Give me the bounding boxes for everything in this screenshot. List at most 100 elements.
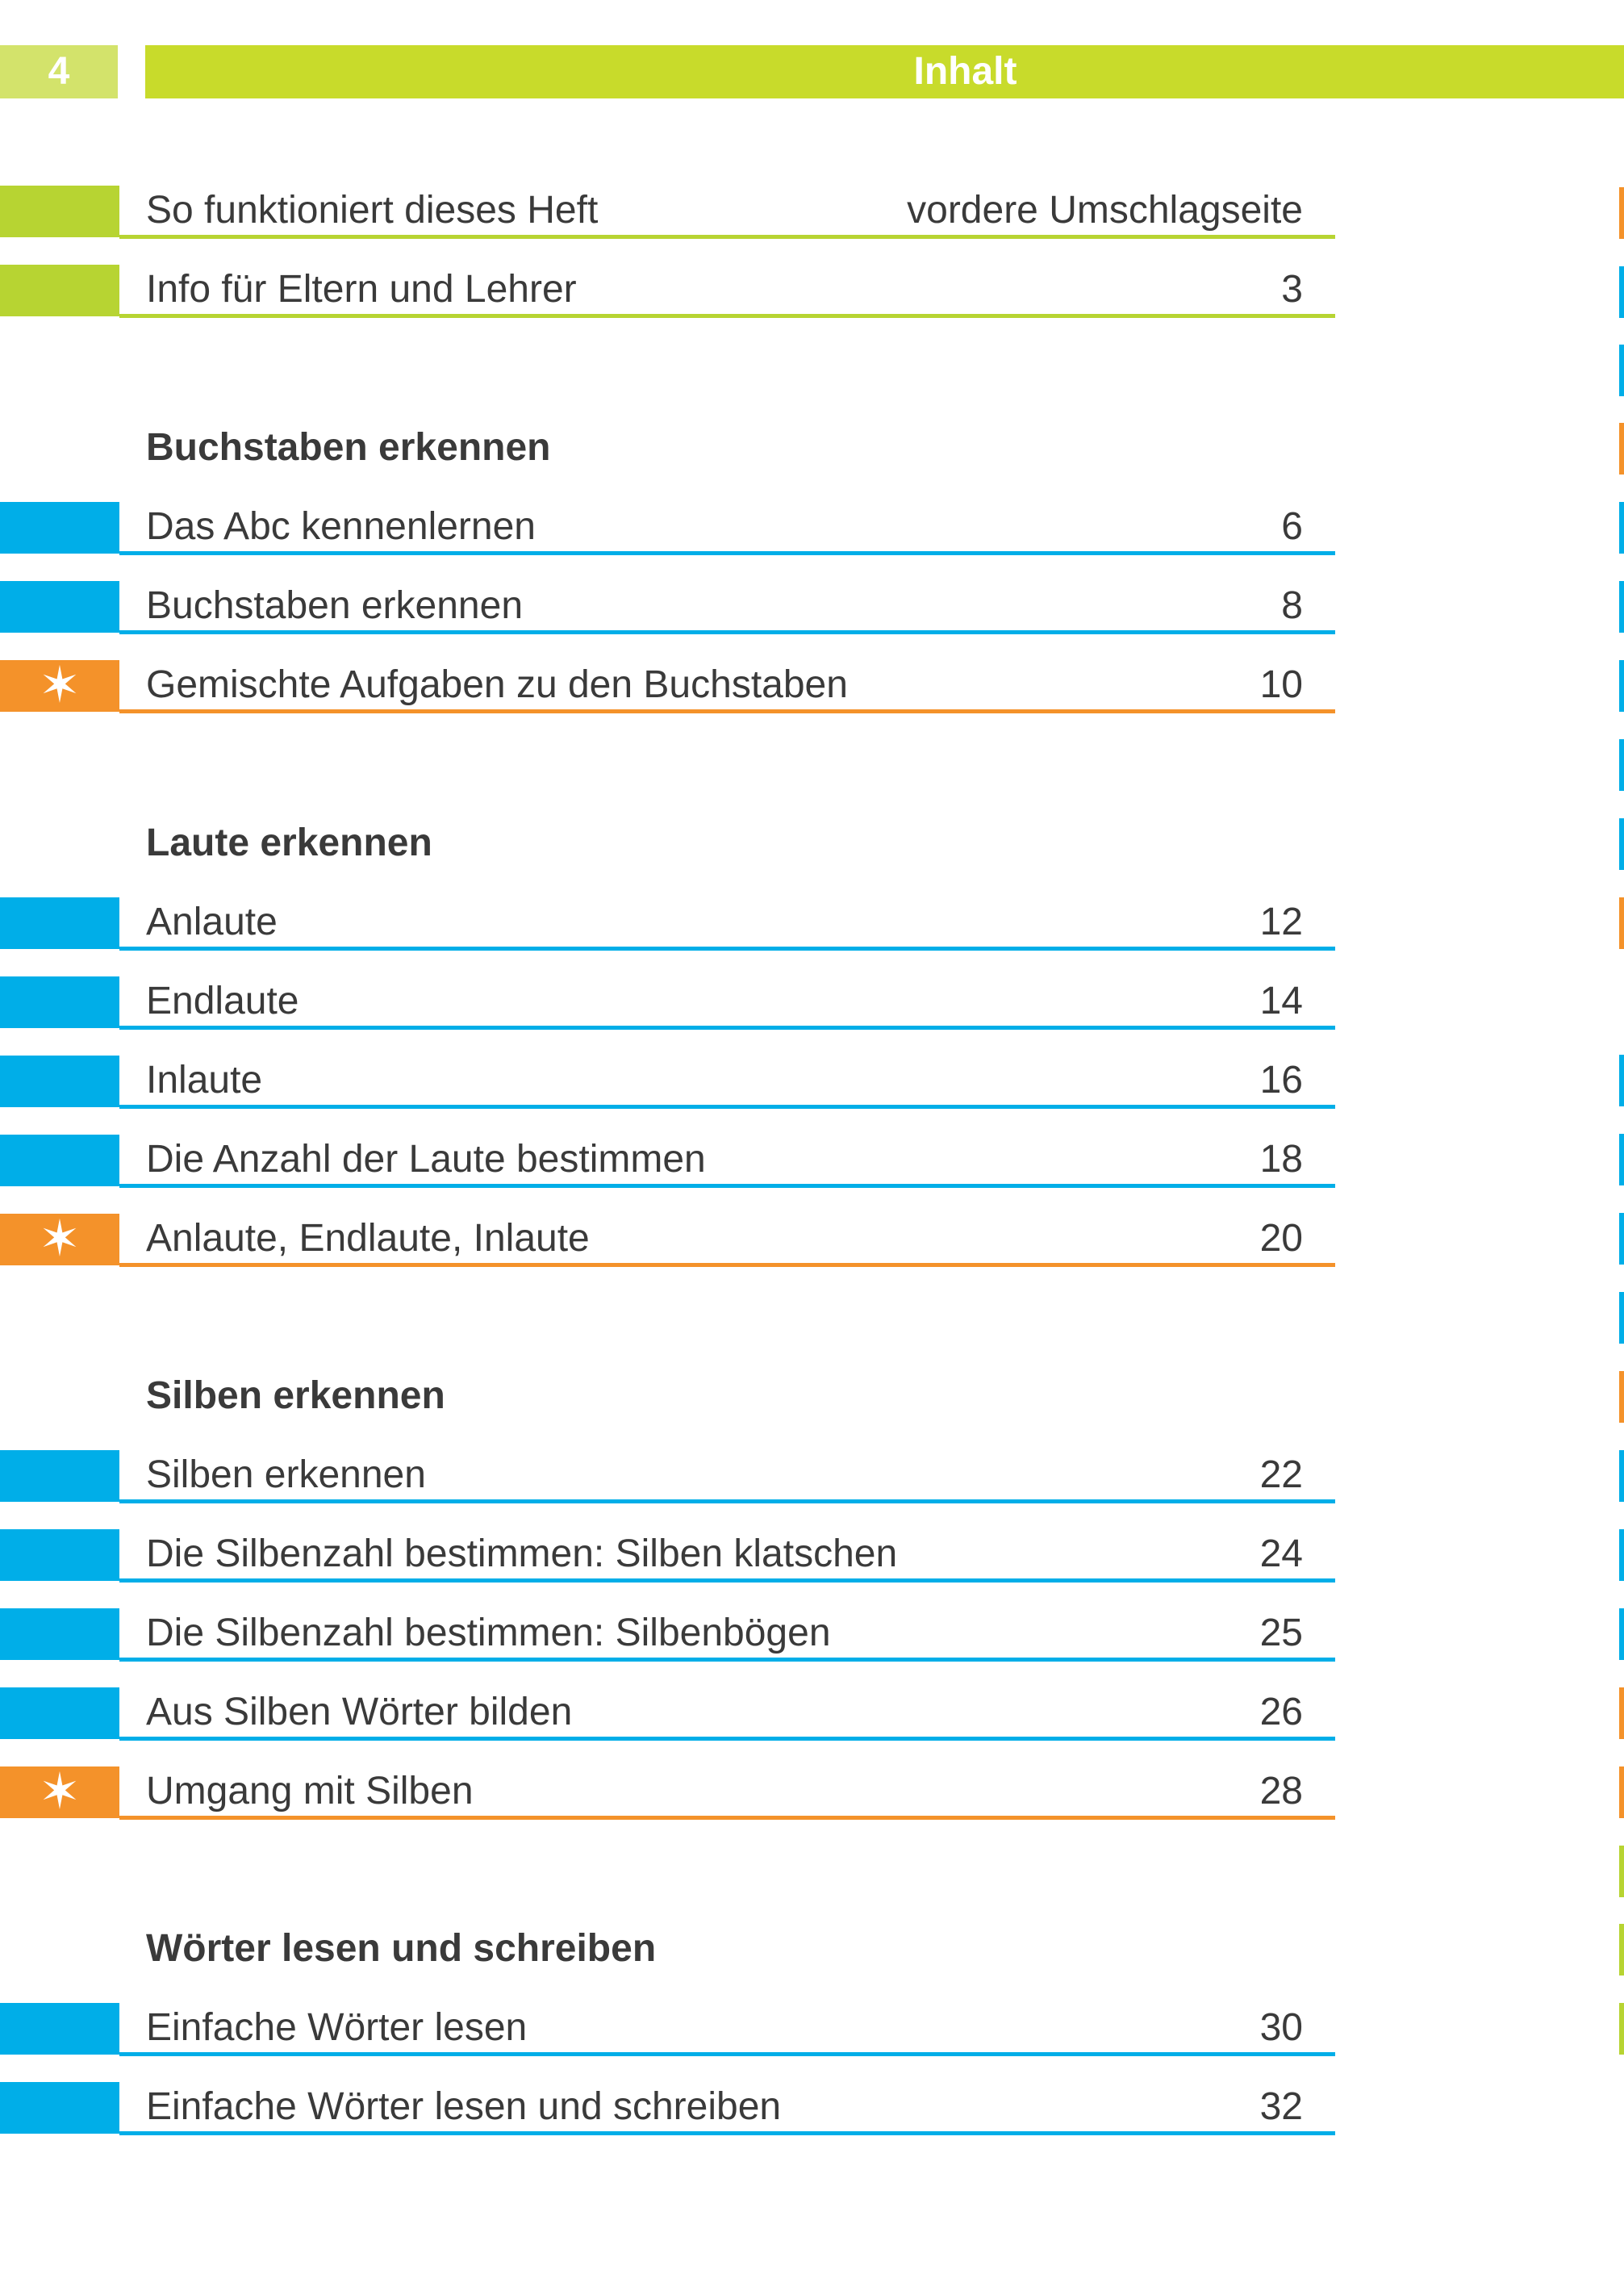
toc-entry[interactable]: Einfache Wörter lesen und schreiben 32	[0, 2082, 1335, 2135]
chapter-marker	[0, 2082, 119, 2134]
toc-entry-label: Die Silbenzahl bestimmen: Silbenbögen	[146, 1612, 831, 1654]
page-header: 4 Inhalt	[0, 45, 1624, 98]
chapter-marker	[0, 1135, 119, 1186]
edge-tab-mark	[1619, 345, 1624, 396]
toc-entry-page: 14	[1259, 980, 1303, 1022]
toc-entry-page: 18	[1259, 1138, 1303, 1181]
edge-tab-mark	[1619, 2003, 1624, 2055]
toc-entry-page: 3	[1281, 268, 1303, 311]
toc-entry[interactable]: Die Silbenzahl bestimmen: Silbenbögen 25	[0, 1608, 1335, 1662]
toc-entry[interactable]: ✶ Umgang mit Silben 28	[0, 1766, 1335, 1820]
edge-tab-mark	[1619, 1292, 1624, 1344]
underline	[119, 235, 1335, 239]
underline	[119, 1263, 1335, 1267]
chapter-marker	[0, 581, 119, 633]
toc-entry-page: 8	[1281, 584, 1303, 627]
underline	[119, 1026, 1335, 1030]
chapter-marker	[0, 976, 119, 1028]
toc-entry[interactable]: Info für Eltern und Lehrer 3	[0, 265, 1335, 318]
chapter-marker	[0, 1056, 119, 1107]
underline	[119, 1105, 1335, 1109]
toc-entry-page: 24	[1259, 1532, 1303, 1575]
star-icon: ✶	[39, 1764, 81, 1820]
edge-tab-mark	[1619, 660, 1624, 712]
edge-tab-mark	[1619, 1608, 1624, 1660]
section-heading: Wörter lesen und schreiben	[146, 1927, 657, 1970]
underline	[119, 630, 1335, 634]
toc-entry-page: 22	[1259, 1453, 1303, 1496]
toc-entry-page: 12	[1259, 901, 1303, 943]
toc-entry-label: Die Silbenzahl bestimmen: Silben klatsch…	[146, 1532, 898, 1575]
underline	[119, 1658, 1335, 1662]
toc-entry[interactable]: Einfache Wörter lesen 30	[0, 2003, 1335, 2056]
toc-entry-label: Info für Eltern und Lehrer	[146, 268, 577, 311]
chapter-marker	[0, 2003, 119, 2055]
underline	[119, 1816, 1335, 1820]
edge-tab-mark	[1619, 818, 1624, 870]
chapter-marker	[0, 1450, 119, 1502]
chapter-marker	[0, 1529, 119, 1581]
toc-entry[interactable]: ✶ Anlaute, Endlaute, Inlaute 20	[0, 1214, 1335, 1267]
toc-entry-page: 25	[1259, 1612, 1303, 1654]
toc-entry-page: 30	[1259, 2006, 1303, 2049]
edge-tab-mark	[1619, 739, 1624, 791]
toc-entry-page: vordere Umschlagseite	[907, 189, 1303, 232]
toc-entry-label: Aus Silben Wörter bilden	[146, 1691, 573, 1733]
underline	[119, 1499, 1335, 1503]
edge-tab-mark	[1619, 1371, 1624, 1423]
edge-tab-mark	[1619, 1529, 1624, 1581]
exercise-marker: ✶	[0, 1214, 119, 1265]
toc-entry-label: Anlaute	[146, 901, 278, 943]
chapter-marker	[0, 1687, 119, 1739]
toc-entry-page: 32	[1259, 2085, 1303, 2128]
toc-entry[interactable]: Endlaute 14	[0, 976, 1335, 1030]
toc-entry[interactable]: Silben erkennen 22	[0, 1450, 1335, 1503]
toc-entry[interactable]: Buchstaben erkennen 8	[0, 581, 1335, 634]
underline	[119, 551, 1335, 555]
toc-entry-page: 10	[1259, 663, 1303, 706]
underline	[119, 2052, 1335, 2056]
edge-tab-mark	[1619, 1846, 1624, 1897]
toc-entry[interactable]: Die Silbenzahl bestimmen: Silben klatsch…	[0, 1529, 1335, 1583]
toc-entry[interactable]: ✶ Gemischte Aufgaben zu den Buchstaben 10	[0, 660, 1335, 713]
toc-entry[interactable]: Die Anzahl der Laute bestimmen 18	[0, 1135, 1335, 1188]
toc-entry-page: 20	[1259, 1217, 1303, 1260]
toc-entry-label: Einfache Wörter lesen und schreiben	[146, 2085, 782, 2128]
toc-entry[interactable]: Aus Silben Wörter bilden 26	[0, 1687, 1335, 1741]
toc-entry-label: Einfache Wörter lesen	[146, 2006, 528, 2049]
underline	[119, 1578, 1335, 1583]
chapter-marker	[0, 186, 119, 237]
toc-entry-page: 16	[1259, 1059, 1303, 1102]
underline	[119, 1737, 1335, 1741]
chapter-marker	[0, 502, 119, 554]
chapter-marker	[0, 265, 119, 316]
toc-entry-label: Umgang mit Silben	[146, 1770, 474, 1812]
toc-entry-label: Gemischte Aufgaben zu den Buchstaben	[146, 663, 848, 706]
exercise-marker: ✶	[0, 1766, 119, 1818]
edge-tab-mark	[1619, 502, 1624, 554]
toc-entry-label: Buchstaben erkennen	[146, 584, 524, 627]
section-heading: Buchstaben erkennen	[146, 426, 551, 469]
toc-entry[interactable]: Inlaute 16	[0, 1056, 1335, 1109]
toc-entry[interactable]: Anlaute 12	[0, 897, 1335, 951]
toc-entry[interactable]: Das Abc kennenlernen 6	[0, 502, 1335, 555]
underline	[119, 2131, 1335, 2135]
edge-tab-mark	[1619, 1924, 1624, 1976]
toc-entry-label: Endlaute	[146, 980, 299, 1022]
toc-entry[interactable]: So funktioniert dieses Heft vordere Umsch…	[0, 186, 1335, 239]
edge-tab-mark	[1619, 1687, 1624, 1739]
toc-entry-label: Anlaute, Endlaute, Inlaute	[146, 1217, 590, 1260]
chapter-marker	[0, 1608, 119, 1660]
underline	[119, 709, 1335, 713]
chapter-marker	[0, 897, 119, 949]
star-icon: ✶	[39, 1211, 81, 1267]
edge-tab-mark	[1619, 1213, 1624, 1265]
edge-tab-mark	[1619, 1450, 1624, 1502]
edge-tab-mark	[1619, 266, 1624, 318]
edge-tab-mark	[1619, 897, 1624, 949]
edge-tab-mark	[1619, 423, 1624, 475]
toc-entry-page: 28	[1259, 1770, 1303, 1812]
section-heading: Laute erkennen	[146, 822, 432, 864]
edge-tab-mark	[1619, 1134, 1624, 1185]
star-icon: ✶	[39, 658, 81, 713]
